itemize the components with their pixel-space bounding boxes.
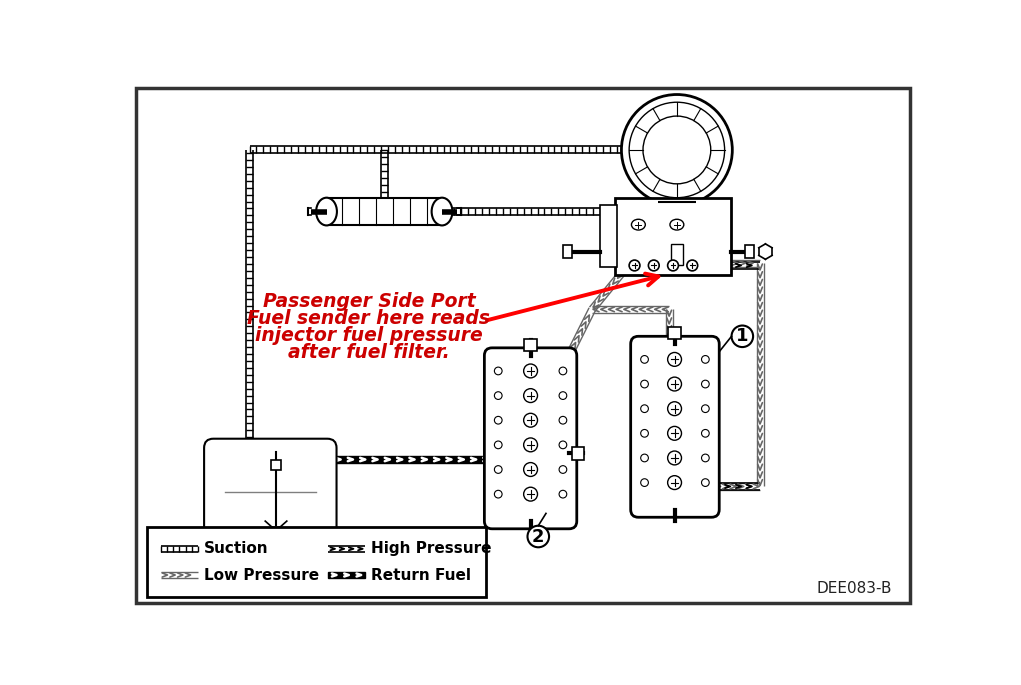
Circle shape xyxy=(494,441,502,449)
Ellipse shape xyxy=(432,198,452,225)
Circle shape xyxy=(524,388,537,403)
Circle shape xyxy=(622,95,732,206)
Circle shape xyxy=(524,413,537,427)
Text: Low Pressure: Low Pressure xyxy=(204,567,320,582)
Text: injector fuel pressure: injector fuel pressure xyxy=(255,326,483,345)
Circle shape xyxy=(494,466,502,473)
Circle shape xyxy=(687,260,697,271)
Circle shape xyxy=(643,116,711,184)
Circle shape xyxy=(524,438,537,452)
Circle shape xyxy=(641,356,648,363)
Bar xyxy=(744,245,753,258)
Bar xyxy=(669,327,681,339)
Text: Fuel sender here reads: Fuel sender here reads xyxy=(247,309,490,328)
Circle shape xyxy=(494,392,502,399)
Circle shape xyxy=(701,479,710,486)
Polygon shape xyxy=(328,572,366,578)
Bar xyxy=(327,198,442,225)
Circle shape xyxy=(701,405,710,412)
Text: DEE083-B: DEE083-B xyxy=(816,582,891,597)
Text: after fuel filter.: after fuel filter. xyxy=(288,343,450,362)
Ellipse shape xyxy=(631,219,645,230)
Circle shape xyxy=(494,367,502,375)
FancyBboxPatch shape xyxy=(484,348,577,529)
Circle shape xyxy=(701,380,710,388)
Bar xyxy=(563,245,572,258)
Circle shape xyxy=(641,454,648,462)
Polygon shape xyxy=(249,456,492,463)
Circle shape xyxy=(668,401,681,416)
Circle shape xyxy=(668,426,681,440)
Circle shape xyxy=(629,102,725,198)
Text: Passenger Side Port: Passenger Side Port xyxy=(262,292,475,311)
Bar xyxy=(572,447,584,460)
Circle shape xyxy=(701,454,710,462)
Circle shape xyxy=(560,441,567,449)
Ellipse shape xyxy=(670,219,684,230)
Circle shape xyxy=(560,392,567,399)
Bar xyxy=(147,527,486,597)
Circle shape xyxy=(668,377,681,391)
Circle shape xyxy=(524,462,537,477)
Circle shape xyxy=(560,490,567,498)
Bar xyxy=(525,338,537,351)
Text: Return Fuel: Return Fuel xyxy=(372,567,471,582)
FancyBboxPatch shape xyxy=(204,438,337,538)
Bar xyxy=(271,460,282,471)
Circle shape xyxy=(528,525,549,547)
Circle shape xyxy=(701,356,710,363)
Circle shape xyxy=(524,487,537,501)
Text: High Pressure: High Pressure xyxy=(372,541,492,556)
Circle shape xyxy=(494,490,502,498)
Circle shape xyxy=(668,260,678,271)
Circle shape xyxy=(641,380,648,388)
Ellipse shape xyxy=(317,198,337,225)
Circle shape xyxy=(560,416,567,424)
Polygon shape xyxy=(265,521,287,533)
Circle shape xyxy=(494,416,502,424)
FancyBboxPatch shape xyxy=(631,336,719,517)
Circle shape xyxy=(524,364,537,378)
Circle shape xyxy=(732,325,753,347)
Circle shape xyxy=(629,260,640,271)
Circle shape xyxy=(668,475,681,490)
Circle shape xyxy=(648,260,660,271)
Polygon shape xyxy=(246,458,253,460)
Text: Suction: Suction xyxy=(204,541,269,556)
Circle shape xyxy=(560,466,567,473)
Circle shape xyxy=(641,479,648,486)
Circle shape xyxy=(641,405,648,412)
Bar xyxy=(600,206,617,267)
Bar xyxy=(671,244,683,266)
Circle shape xyxy=(668,353,681,366)
Circle shape xyxy=(701,429,710,437)
Circle shape xyxy=(641,429,648,437)
Text: 2: 2 xyxy=(532,527,544,545)
Circle shape xyxy=(560,367,567,375)
Text: 1: 1 xyxy=(736,327,748,345)
Bar xyxy=(616,198,731,275)
Circle shape xyxy=(668,451,681,465)
